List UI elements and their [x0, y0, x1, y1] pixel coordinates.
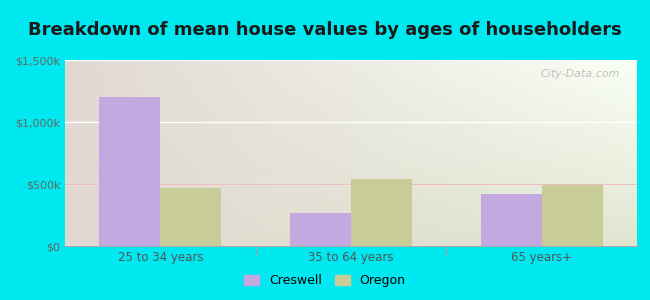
- Bar: [290, 212, 351, 246]
- Bar: [351, 179, 412, 246]
- Bar: [480, 194, 541, 246]
- Legend: Creswell, Oregon: Creswell, Oregon: [240, 270, 410, 291]
- Text: City-Data.com: City-Data.com: [540, 69, 620, 79]
- Bar: [541, 185, 603, 246]
- Bar: [99, 97, 161, 246]
- Bar: [161, 188, 222, 246]
- Text: Breakdown of mean house values by ages of householders: Breakdown of mean house values by ages o…: [28, 21, 622, 39]
